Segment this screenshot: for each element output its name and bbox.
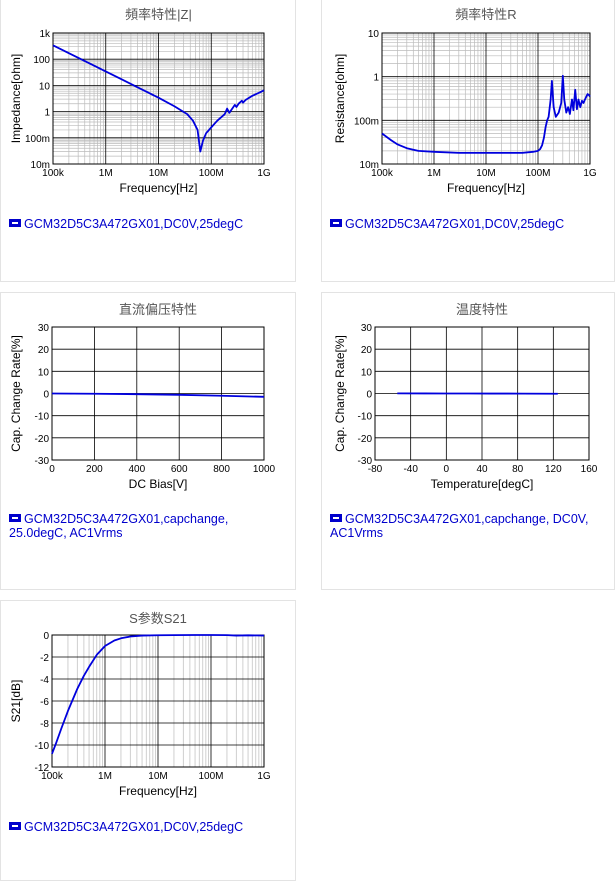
- y-tick-label: 100: [33, 55, 50, 66]
- x-tick-label: 1M: [427, 168, 441, 179]
- x-tick-label: 400: [128, 464, 145, 475]
- series-line: [52, 394, 264, 397]
- y-tick-label: 10: [368, 29, 380, 40]
- y-tick-label: 100m: [354, 116, 379, 127]
- y-tick-label: 10: [361, 367, 373, 378]
- x-tick-label: 120: [545, 464, 562, 475]
- x-axis-label: Frequency[Hz]: [447, 181, 525, 195]
- y-tick-label: 1: [373, 73, 379, 84]
- x-tick-label: 10M: [149, 168, 168, 179]
- y-tick-label: -20: [358, 434, 373, 445]
- chart-title: 温度特性: [456, 302, 508, 317]
- y-tick-label: 10: [39, 81, 51, 92]
- chart-title: 直流偏压特性: [119, 302, 197, 317]
- y-axis-label: Cap. Change Rate[%]: [9, 335, 23, 452]
- y-tick-label: 10: [38, 367, 50, 378]
- x-axis-label: Frequency[Hz]: [119, 181, 197, 195]
- x-tick-label: -40: [403, 464, 418, 475]
- y-tick-label: 0: [366, 390, 372, 401]
- chart-title: S参数S21: [129, 611, 187, 626]
- legend-swatch-icon: [9, 822, 21, 830]
- y-axis-label: Resistance[ohm]: [333, 54, 347, 143]
- x-tick-label: 160: [581, 464, 598, 475]
- y-tick-label: -30: [358, 456, 373, 467]
- y-axis-label: S21[dB]: [9, 680, 23, 723]
- legend-swatch-icon: [330, 219, 342, 227]
- x-tick-label: 800: [213, 464, 230, 475]
- x-axis-label: Frequency[Hz]: [119, 784, 197, 798]
- y-tick-label: 1k: [39, 29, 51, 40]
- dc-bias-chart: 直流偏压特性 0 200 400 600 800 1000 -30 -20 -10 0 10 20 30 D…: [1, 293, 297, 591]
- y-tick-label: -10: [358, 412, 373, 423]
- x-tick-label: 10M: [476, 168, 495, 179]
- y-tick-label: -30: [35, 456, 50, 467]
- y-tick-label: -4: [40, 675, 49, 686]
- x-tick-label: 100M: [199, 168, 224, 179]
- legend-swatch-icon: [330, 514, 342, 522]
- y-tick-label: 10m: [31, 160, 50, 171]
- s21-legend: GCM32D5C3A472GX01,DC0V,25degC: [9, 820, 289, 834]
- y-tick-label: -2: [40, 653, 49, 664]
- x-tick-label: 80: [512, 464, 524, 475]
- y-tick-label: 100m: [25, 134, 50, 145]
- x-tick-label: 1G: [583, 168, 597, 179]
- legend-swatch-icon: [9, 219, 21, 227]
- dc-bias-legend: GCM32D5C3A472GX01,capchange, 25.0degC, A…: [9, 512, 279, 540]
- y-tick-label: 30: [361, 323, 373, 334]
- y-tick-label: -10: [35, 412, 50, 423]
- y-tick-label: 1: [44, 108, 50, 119]
- s21-legend-label: GCM32D5C3A472GX01,DC0V,25degC: [24, 820, 243, 834]
- y-tick-label: 0: [43, 390, 49, 401]
- x-tick-label: 10M: [148, 771, 167, 782]
- dc-bias-legend-label: GCM32D5C3A472GX01,capchange, 25.0degC, A…: [9, 512, 228, 540]
- x-tick-label: 1000: [253, 464, 276, 475]
- resistance-legend-label: GCM32D5C3A472GX01,DC0V,25degC: [345, 217, 564, 231]
- y-tick-label: -10: [35, 741, 50, 752]
- x-tick-label: 100M: [525, 168, 550, 179]
- y-tick-label: -8: [40, 719, 49, 730]
- y-tick-label: -6: [40, 697, 49, 708]
- resistance-legend: GCM32D5C3A472GX01,DC0V,25degC: [330, 217, 610, 231]
- chart-title: 頻率特性R: [455, 7, 516, 22]
- x-tick-label: 200: [86, 464, 103, 475]
- x-tick-label: 600: [171, 464, 188, 475]
- y-tick-label: 30: [38, 323, 50, 334]
- x-axis-label: DC Bias[V]: [129, 477, 188, 491]
- temperature-legend-label: GCM32D5C3A472GX01,capchange, DC0V, AC1Vr…: [330, 512, 588, 540]
- chart-title: 頻率特性|Z|: [125, 7, 192, 22]
- legend-swatch-icon: [9, 514, 21, 522]
- impedance-legend: GCM32D5C3A472GX01,DC0V,25degC: [9, 217, 289, 231]
- y-tick-label: -20: [35, 434, 50, 445]
- x-tick-label: 100M: [198, 771, 223, 782]
- impedance-legend-label: GCM32D5C3A472GX01,DC0V,25degC: [24, 217, 243, 231]
- x-tick-label: 1G: [257, 168, 271, 179]
- x-tick-label: 40: [476, 464, 488, 475]
- x-axis-label: Temperature[degC]: [431, 477, 534, 491]
- x-tick-label: 0: [444, 464, 450, 475]
- x-tick-label: 1M: [98, 771, 112, 782]
- y-tick-label: -12: [35, 763, 50, 774]
- y-tick-label: 20: [361, 345, 373, 356]
- y-axis-label: Impedance[ohm]: [9, 54, 23, 143]
- dc-bias-panel: 直流偏压特性 0 200 400 600 800 1000 -30 -20 -10 0 10 20 30 D…: [0, 292, 296, 590]
- x-tick-label: 0: [49, 464, 55, 475]
- x-tick-label: 1M: [99, 168, 113, 179]
- temperature-legend: GCM32D5C3A472GX01,capchange, DC0V, AC1Vr…: [330, 512, 605, 540]
- y-tick-label: 0: [43, 631, 49, 642]
- y-tick-label: 20: [38, 345, 50, 356]
- x-tick-label: 1G: [257, 771, 271, 782]
- y-axis-label: Cap. Change Rate[%]: [333, 335, 347, 452]
- y-tick-label: 10m: [360, 160, 379, 171]
